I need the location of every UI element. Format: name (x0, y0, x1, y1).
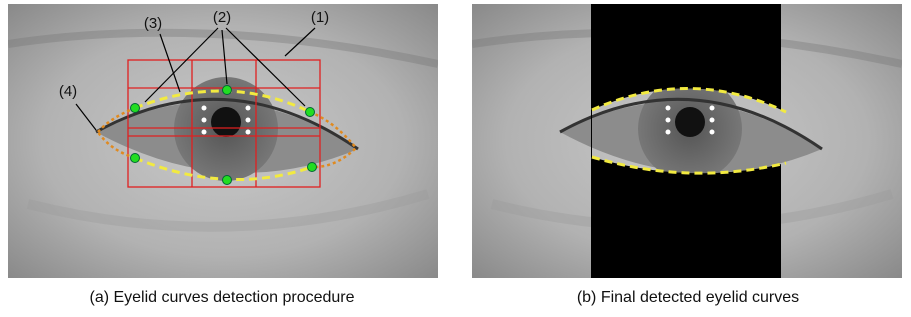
caption-a: (a) Eyelid curves detection procedure (89, 289, 354, 306)
panel-a: (1) (2) (3) (4) (a) Eyelid curves detect… (8, 4, 438, 306)
label-3: (3) (144, 15, 162, 32)
label-1: (1) (311, 9, 329, 26)
label-2: (2) (213, 9, 231, 26)
figure: (1) (2) (3) (4) (a) Eyelid curves detect… (0, 0, 911, 312)
label-4: (4) (59, 83, 77, 100)
panel-b: (b) Final detected eyelid curves (472, 4, 902, 306)
caption-b: (b) Final detected eyelid curves (577, 289, 799, 306)
